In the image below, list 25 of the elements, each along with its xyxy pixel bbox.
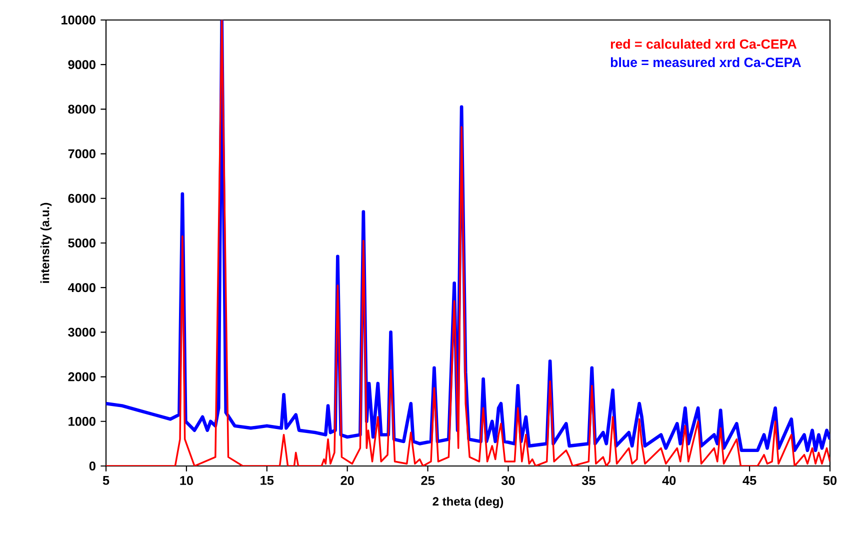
y-tick-label: 7000: [68, 149, 96, 158]
y-tick-label: 5000: [68, 238, 96, 248]
y-tick-label: 6000: [68, 194, 96, 203]
x-axis-title: 2 theta (deg): [432, 496, 504, 508]
text: red = calculated xrd Ca-CEPA: [610, 38, 797, 49]
y-tick-label: 1000: [68, 416, 96, 426]
x-tick-label: 30: [501, 476, 515, 486]
x-tick-label: 10: [180, 476, 193, 485]
y-tick-label: 8000: [68, 104, 96, 114]
y-tick-label: 0: [89, 462, 96, 470]
y-tick-label: 2000: [68, 372, 96, 382]
x-tick-label: 40: [662, 476, 676, 485]
x-tick-label: 35: [582, 476, 596, 486]
x-tick-label: 15: [260, 476, 274, 485]
x-tick-label: 5: [102, 476, 110, 485]
y-tick-label: 3000: [68, 328, 96, 337]
x-tick-label: 45: [742, 476, 756, 485]
y-tick-label: 10000: [62, 16, 96, 24]
y-tick-label: 4000: [68, 283, 96, 292]
y-axis-title: intensity (a.u.): [40, 202, 52, 283]
y-tick-label: 9000: [68, 60, 96, 70]
x-tick-label: 50: [823, 476, 837, 485]
x-tick-label: 25: [421, 476, 434, 485]
text: blue = measured xrd Ca-CEPA: [610, 57, 801, 68]
x-tick-label: 20: [340, 476, 354, 485]
